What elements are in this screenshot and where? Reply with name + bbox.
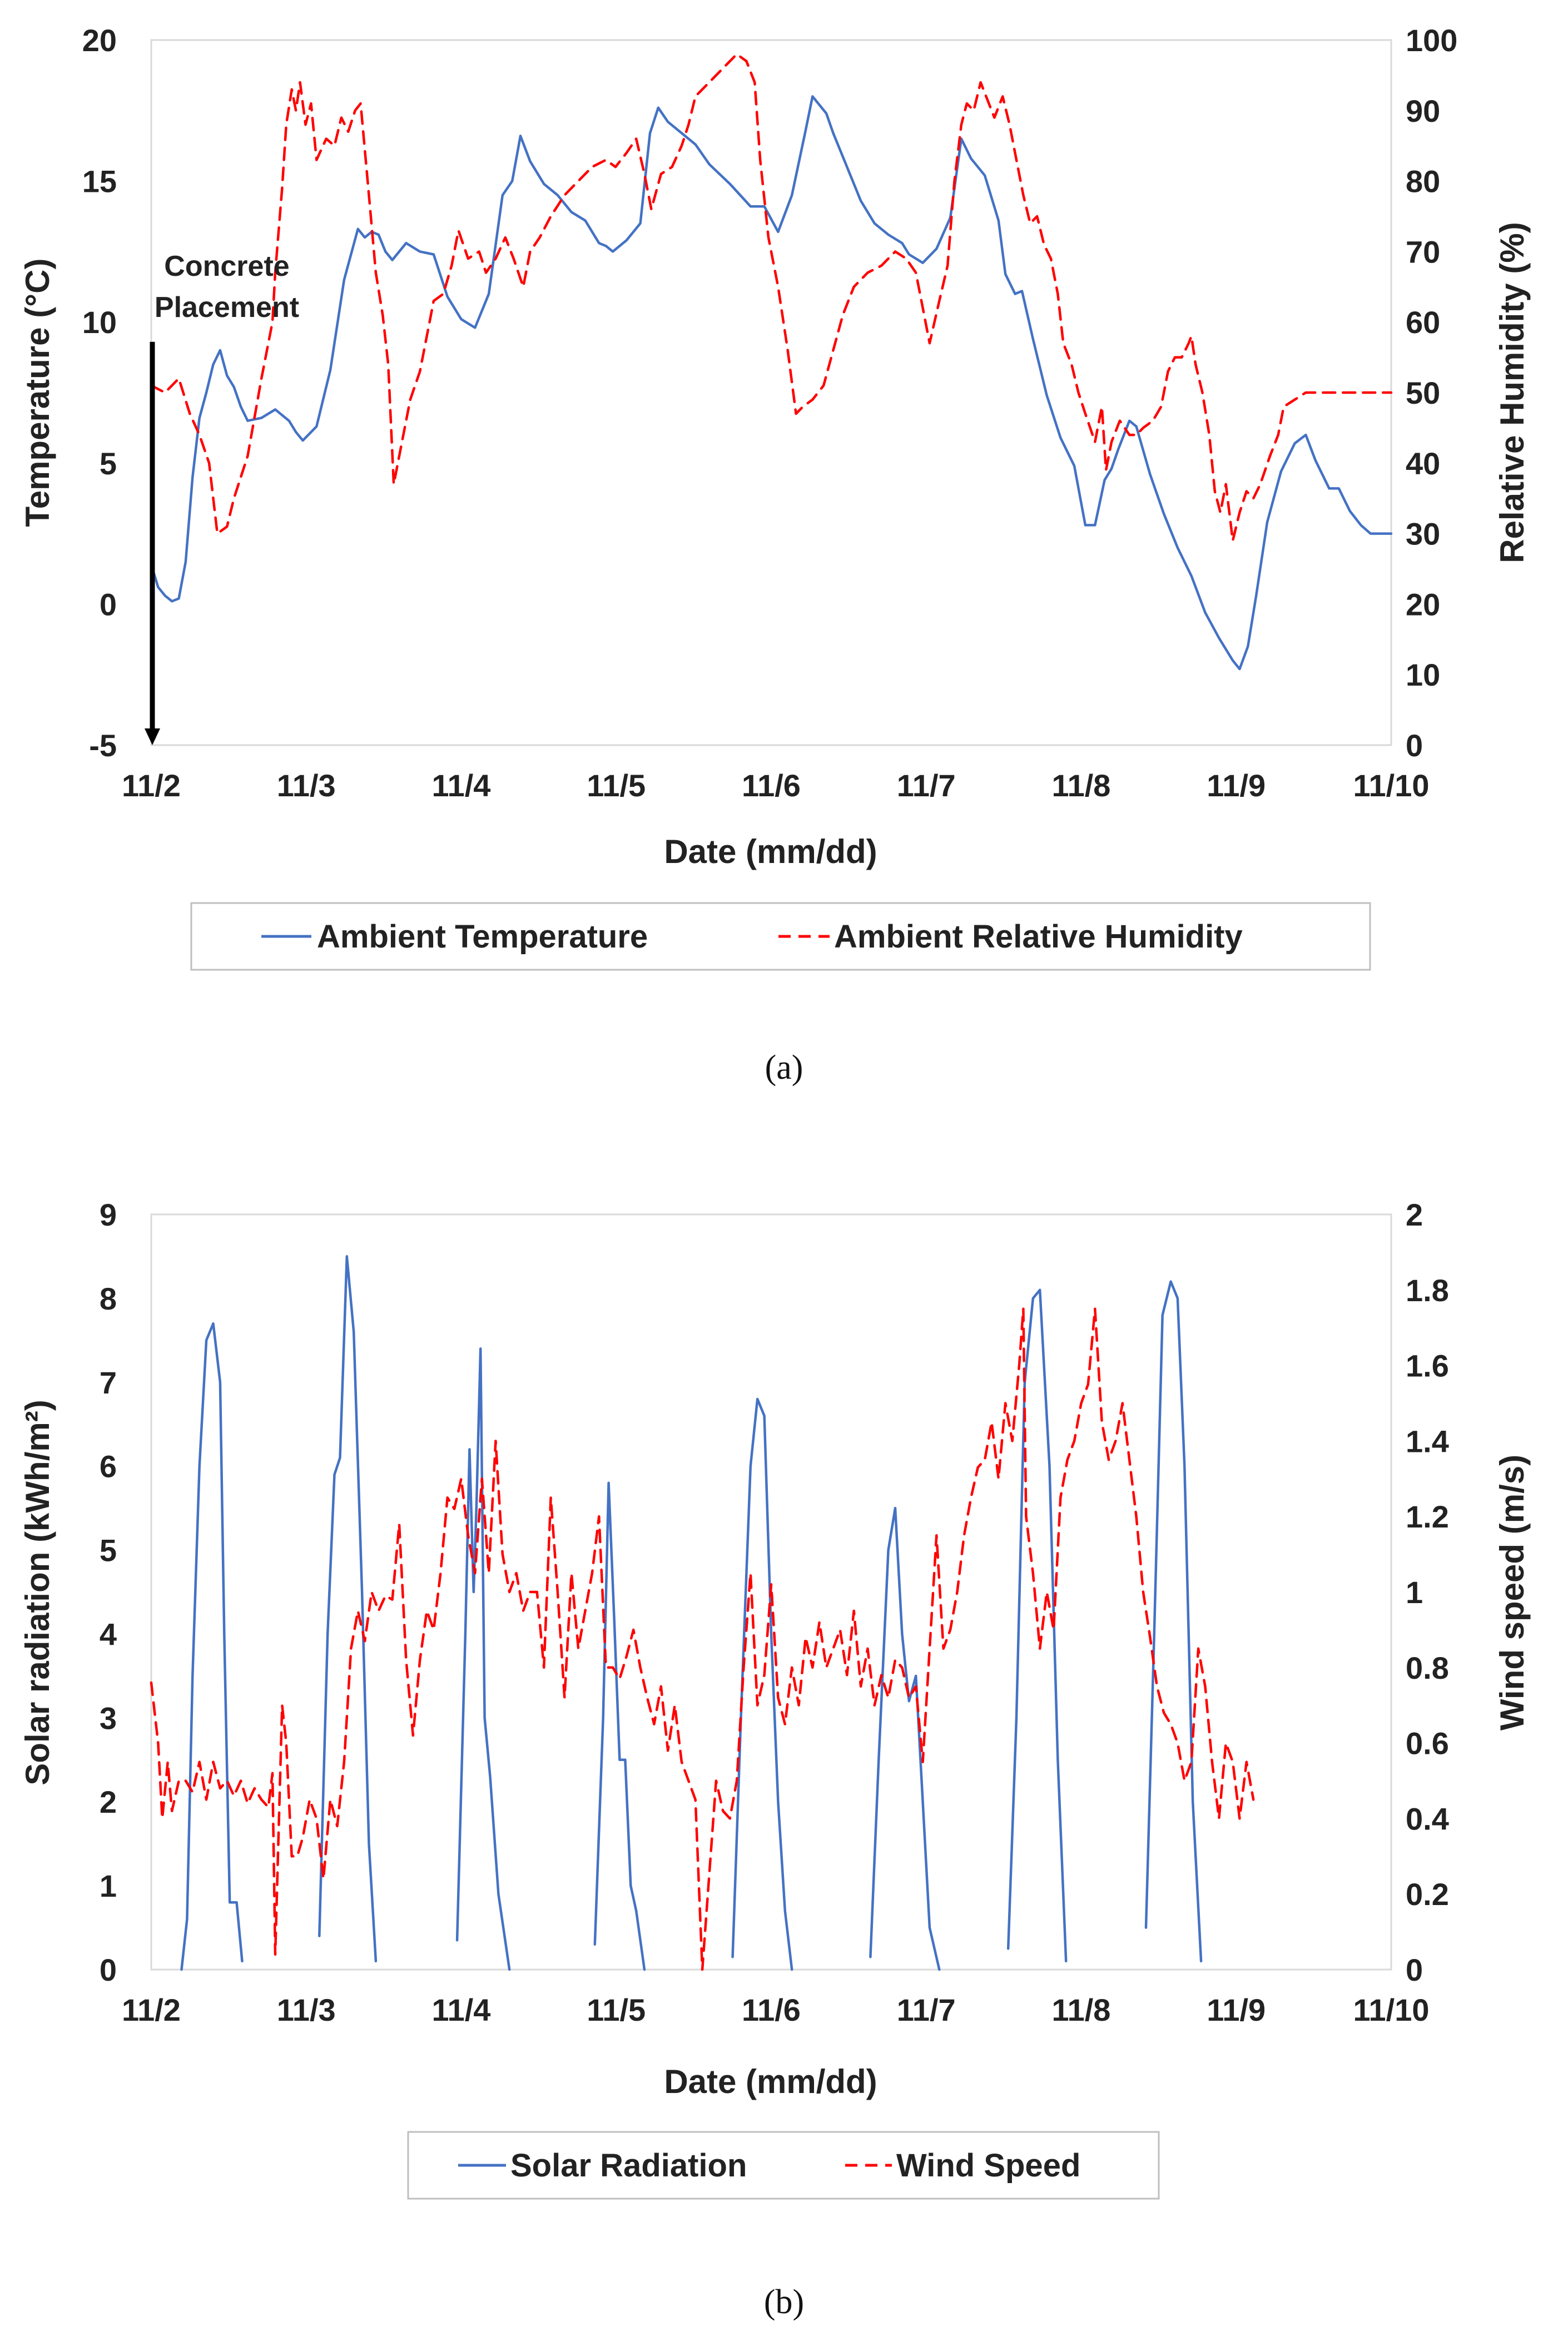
- series-line-solar-radiation: [455, 1347, 511, 1971]
- y-right-tick-label: 0: [1406, 1952, 1423, 1987]
- x-tick-label: 11/9: [1207, 768, 1266, 803]
- y-axis-left-a: -5 0 5 10 15 20: [82, 23, 117, 763]
- legend-label-solar: Solar Radiation: [510, 2147, 747, 2184]
- series-line-solar-radiation: [180, 1322, 244, 1971]
- x-tick-label: 11/5: [587, 1992, 646, 2027]
- y-axis-right-b: 0 0.2 0.4 0.6 0.8 1 1.2 1.4 1.6 1.8 2: [1406, 1197, 1449, 1987]
- x-tick-label: 11/3: [277, 768, 336, 803]
- y-left-tick-label: 5: [100, 446, 117, 481]
- y-right-tick-label: 2: [1406, 1197, 1423, 1232]
- x-tick-label: 11/10: [1353, 1992, 1429, 2027]
- y-left-tick-label: 7: [100, 1365, 117, 1400]
- x-tick-label: 11/6: [742, 768, 801, 803]
- series-line-wind-speed: [150, 1307, 1255, 1971]
- x-axis-b: 11/2 11/3 11/4 11/5 11/6 11/7 11/8 11/9 11/10: [122, 1992, 1429, 2027]
- y-axis-title-right-b: Wind speed (m/s): [1493, 1455, 1531, 1730]
- y-left-tick-label: -5: [89, 728, 117, 763]
- series-line-solar-radiation: [593, 1481, 646, 1971]
- y-left-tick-label: 1: [100, 1868, 117, 1903]
- chart-b: 11/2 11/3 11/4 11/5 11/6 11/7 11/8 11/9 11/10 01…: [19, 1197, 1531, 2321]
- y-axis-title-left-b: Solar radiation (kWh/m²): [19, 1400, 56, 1785]
- series-line-solar-radiation: [869, 1506, 941, 1971]
- x-tick-label: 11/2: [122, 1992, 181, 2027]
- x-axis-title-a: Date (mm/dd): [664, 833, 877, 870]
- y-right-tick-label: 40: [1406, 446, 1440, 481]
- legend-label-wind: Wind Speed: [896, 2147, 1080, 2184]
- x-axis-a: 11/2 11/3 11/4 11/5 11/6 11/7 11/8 11/9 11/10: [122, 768, 1429, 803]
- y-left-tick-label: 5: [100, 1533, 117, 1568]
- y-left-tick-label: 0: [100, 587, 117, 622]
- series-group-a: [150, 53, 1393, 671]
- y-left-tick-label: 6: [100, 1449, 117, 1484]
- placement-arrow-head: [145, 728, 160, 745]
- series-line-ambient-relative-humidity: [150, 53, 1393, 542]
- y-right-tick-label: 70: [1406, 234, 1440, 269]
- y-right-tick-label: 1.6: [1406, 1348, 1449, 1383]
- y-axis-title-right-a: Relative Humidity (%): [1493, 222, 1531, 563]
- x-axis-title-b: Date (mm/dd): [664, 2063, 877, 2100]
- x-tick-label: 11/5: [587, 768, 646, 803]
- y-right-tick-label: 100: [1406, 23, 1457, 58]
- y-right-tick-label: 0.8: [1406, 1650, 1449, 1685]
- y-right-tick-label: 50: [1406, 375, 1440, 410]
- caption-b: (b): [764, 2283, 804, 2321]
- y-left-tick-label: 0: [100, 1952, 117, 1987]
- x-tick-label: 11/6: [742, 1992, 801, 2027]
- x-tick-label: 11/9: [1207, 1992, 1266, 2027]
- y-right-tick-label: 30: [1406, 517, 1440, 552]
- chart-a: 11/2 11/3 11/4 11/5 11/6 11/7 11/8 11/9 11/10 -5…: [19, 23, 1531, 1087]
- y-left-tick-label: 9: [100, 1197, 117, 1232]
- annotation-line2: Placement: [155, 291, 299, 324]
- y-left-tick-label: 10: [82, 305, 117, 340]
- y-right-tick-label: 80: [1406, 164, 1440, 199]
- y-left-tick-label: 4: [100, 1616, 117, 1651]
- series-line-solar-radiation: [731, 1397, 793, 1971]
- series-group-b: [150, 1255, 1255, 1971]
- x-tick-label: 11/3: [277, 1992, 336, 2027]
- y-left-tick-label: 3: [100, 1700, 117, 1735]
- y-right-tick-label: 1.2: [1406, 1499, 1449, 1534]
- y-right-tick-label: 0: [1406, 728, 1423, 763]
- y-right-tick-label: 20: [1406, 587, 1440, 622]
- series-line-solar-radiation: [318, 1255, 378, 1963]
- y-left-tick-label: 15: [82, 164, 117, 199]
- x-tick-label: 11/10: [1353, 768, 1429, 803]
- legend-a: Ambient Temperature Ambient Relative Hum…: [190, 902, 1371, 971]
- x-tick-label: 11/7: [897, 768, 956, 803]
- x-tick-label: 11/4: [432, 1992, 491, 2027]
- legend-box-b: [407, 2131, 1160, 2200]
- x-tick-label: 11/4: [432, 768, 491, 803]
- y-right-tick-label: 10: [1406, 657, 1440, 692]
- y-right-tick-label: 60: [1406, 305, 1440, 340]
- y-axis-title-left-a: Temperature (°C): [19, 259, 56, 527]
- y-right-tick-label: 1: [1406, 1575, 1423, 1610]
- caption-a: (a): [765, 1049, 803, 1087]
- y-left-tick-label: 20: [82, 23, 117, 58]
- series-line-solar-radiation: [1006, 1288, 1068, 1963]
- y-right-tick-label: 0.4: [1406, 1801, 1449, 1836]
- concrete-placement-annotation: Concrete Placement: [145, 250, 299, 745]
- legend-b: Solar Radiation Wind Speed: [407, 2131, 1160, 2200]
- series-line-solar-radiation: [1144, 1280, 1203, 1963]
- x-tick-label: 11/7: [897, 1992, 956, 2027]
- y-left-tick-label: 8: [100, 1281, 117, 1316]
- y-right-tick-label: 0.6: [1406, 1726, 1449, 1761]
- x-tick-label: 11/8: [1052, 1992, 1111, 2027]
- plot-area-a: [150, 39, 1392, 746]
- y-right-tick-label: 90: [1406, 93, 1440, 128]
- y-right-tick-label: 1.8: [1406, 1273, 1449, 1308]
- series-line-ambient-temperature: [150, 95, 1393, 671]
- y-axis-left-b: 0 1 2 3 4 5 6 7 8 9: [100, 1197, 117, 1987]
- y-axis-right-a: 0 10 20 30 40 50 60 70 80 90 100: [1406, 23, 1457, 763]
- legend-label-temperature: Ambient Temperature: [317, 919, 648, 955]
- y-right-tick-label: 0.2: [1406, 1877, 1449, 1912]
- plot-area-b: [150, 1213, 1392, 1971]
- x-tick-label: 11/2: [122, 768, 181, 803]
- annotation-line1: Concrete: [164, 250, 289, 282]
- y-right-tick-label: 1.4: [1406, 1424, 1449, 1459]
- legend-label-humidity: Ambient Relative Humidity: [834, 919, 1243, 955]
- y-left-tick-label: 2: [100, 1784, 117, 1819]
- x-tick-label: 11/8: [1052, 768, 1111, 803]
